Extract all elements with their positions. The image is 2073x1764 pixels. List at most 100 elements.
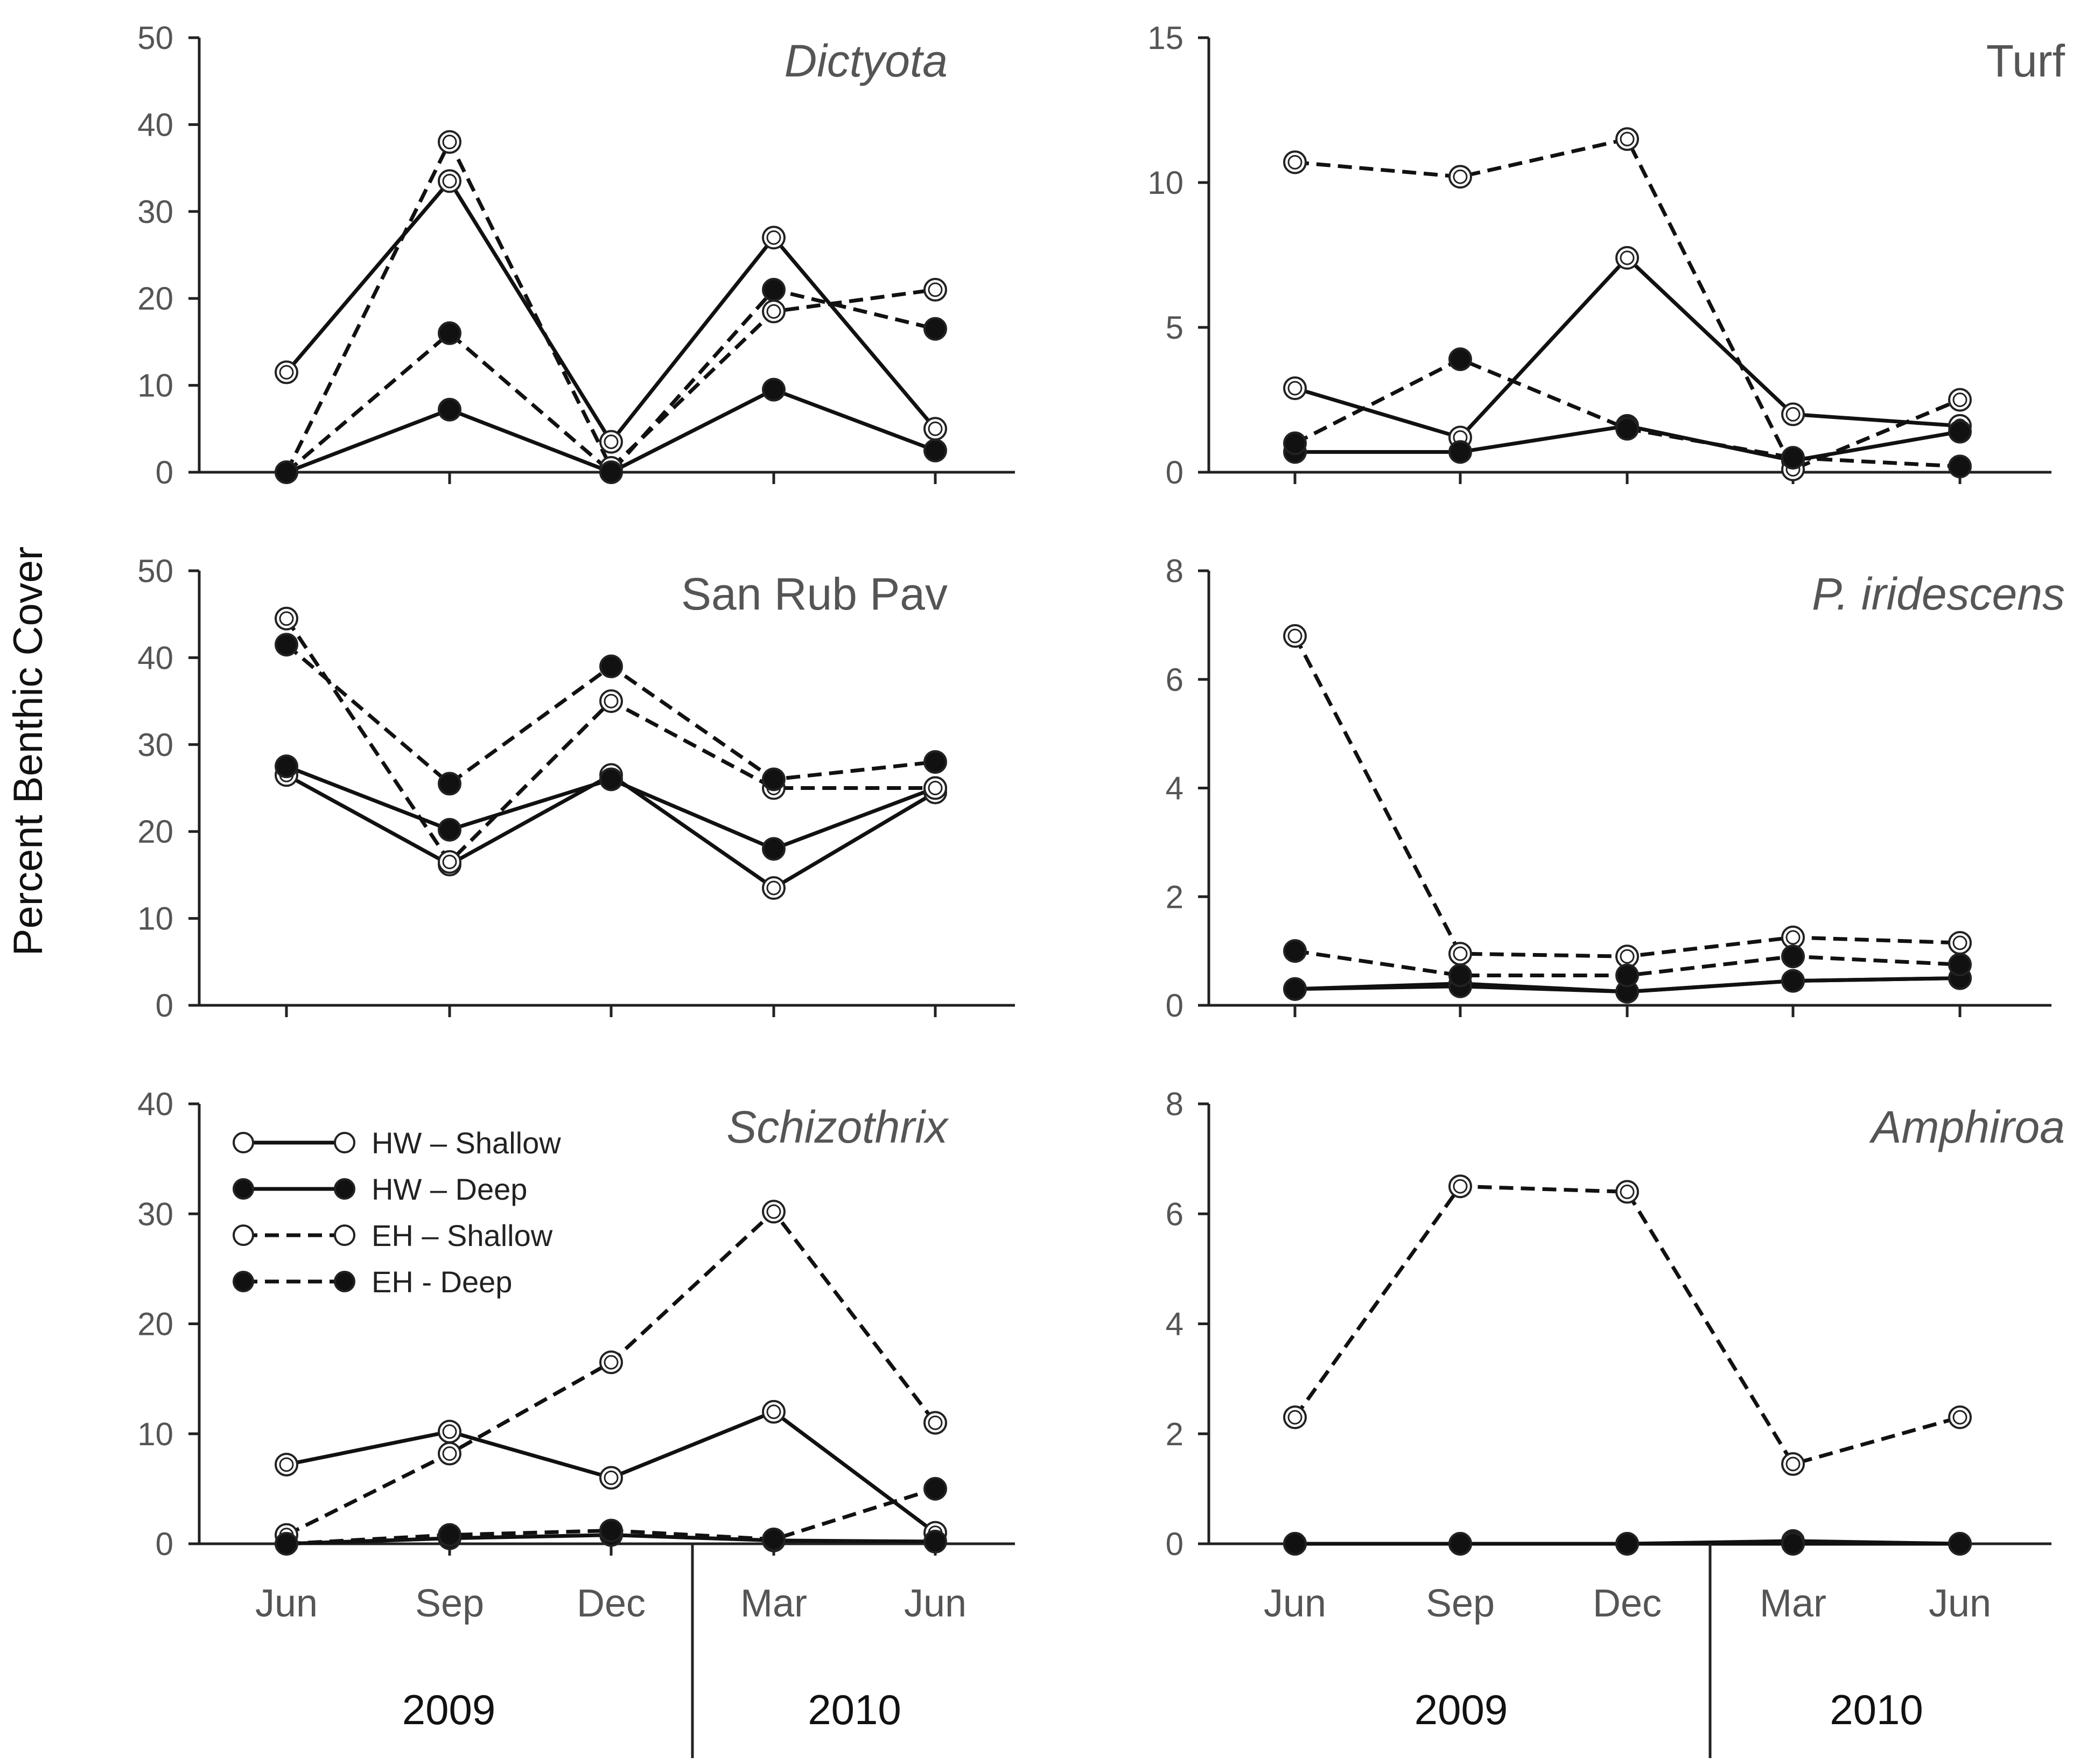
data-point-ring [1952, 935, 1967, 950]
data-point-ring [1287, 628, 1302, 643]
legend: HW – Shallow HW – Deep EH – Shallow EH - De… [233, 1126, 561, 1299]
data-point-eh-deep [1781, 446, 1805, 470]
data-point-ring [1785, 930, 1801, 945]
data-point-eh-shallow [923, 278, 947, 302]
y-tick-label: 6 [1166, 1196, 1183, 1232]
data-point-eh-deep [1615, 963, 1639, 988]
y-tick-label: 50 [137, 553, 173, 589]
data-point-eh-deep [1615, 417, 1639, 441]
panel-title-schizothrix: Schizothrix [726, 1102, 949, 1152]
data-point-hw-deep [1948, 419, 1972, 444]
data-point-ring [442, 1424, 457, 1439]
data-point-eh-deep [438, 1523, 461, 1547]
data-point-hw-deep [1781, 969, 1805, 993]
data-point-hw-shallow [923, 417, 947, 441]
data-point-hw-deep [1448, 440, 1472, 464]
y-tick-label: 50 [137, 20, 173, 56]
data-point-ring [442, 135, 457, 150]
data-point-ring [928, 1415, 943, 1430]
data-point-eh-shallow [438, 130, 461, 154]
data-point-ring [766, 230, 781, 245]
data-point-ring [1453, 169, 1468, 184]
data-point-ring [928, 781, 943, 795]
y-tick-label: 20 [137, 1306, 173, 1342]
panel-title-amphiroa: Amphiroa [1868, 1102, 2065, 1152]
data-point-eh-shallow [438, 850, 461, 874]
month-label: Jun [1264, 1582, 1326, 1625]
y-tick-label: 10 [137, 901, 173, 937]
data-point-ring [442, 1446, 457, 1461]
data-point-ring [1620, 1184, 1635, 1199]
data-point-eh-deep [1448, 1532, 1472, 1556]
data-point-eh-deep [1948, 1532, 1972, 1556]
y-tick-label: 4 [1166, 771, 1183, 807]
panel-amphiroa: 0 2 4 6 8 Amphiroa [1166, 1086, 2065, 1562]
y-tick-label: 30 [137, 194, 173, 230]
y-tick-label: 40 [137, 107, 173, 143]
data-point-ring [766, 304, 781, 319]
data-point-eh-deep [599, 460, 623, 484]
year-label: 2009 [402, 1686, 496, 1733]
data-point-ring [604, 694, 619, 709]
data-point-ring [604, 435, 619, 450]
data-point-eh-deep [1615, 1532, 1639, 1556]
data-point-eh-deep [762, 278, 786, 302]
y-tick-label: 2 [1166, 879, 1183, 915]
panel-title-turf: Turf [1986, 36, 2065, 86]
data-point-eh-shallow [1283, 1405, 1307, 1430]
data-point-eh-shallow [1448, 1174, 1472, 1199]
month-label: Mar [1760, 1582, 1826, 1625]
data-point-hw-shallow [762, 876, 786, 900]
legend-marker [334, 1271, 355, 1292]
y-tick-label: 0 [156, 1526, 173, 1562]
y-tick-label: 20 [137, 281, 173, 317]
legend-marker [334, 1178, 355, 1200]
data-point-eh-shallow [1615, 1180, 1639, 1204]
data-point-hw-deep [923, 438, 947, 463]
y-tick-label: 10 [137, 1416, 173, 1452]
data-point-hw-deep [438, 397, 461, 422]
y-tick-label: 30 [137, 727, 173, 763]
panel-schizothrix: 0 10 20 30 40 Schizothrix [137, 1086, 1015, 1562]
data-point-eh-shallow [1948, 930, 1972, 955]
data-point-eh-deep [1283, 939, 1307, 963]
y-tick-label: 10 [1147, 165, 1183, 201]
y-tick-label: 5 [1166, 310, 1183, 346]
year-label: 2010 [1830, 1686, 1923, 1733]
y-tick-label: 2 [1166, 1416, 1183, 1452]
data-point-ring [766, 1204, 781, 1219]
data-point-ring [1952, 393, 1967, 407]
data-point-hw-shallow [275, 1452, 298, 1476]
data-point-eh-deep [438, 321, 461, 345]
data-point-ring [1785, 1457, 1801, 1472]
y-axis-label: Percent Benthic Cover [5, 547, 51, 956]
data-point-eh-shallow [599, 689, 623, 713]
data-point-hw-shallow [438, 169, 461, 193]
data-point-eh-deep [923, 317, 947, 341]
data-point-hw-shallow [1283, 376, 1307, 400]
y-tick-label: 4 [1166, 1306, 1183, 1342]
data-point-eh-shallow [1448, 942, 1472, 966]
data-point-eh-shallow [762, 299, 786, 324]
data-point-eh-shallow [923, 1411, 947, 1435]
legend-marker [334, 1224, 355, 1246]
x-axis-labels-col-2: Jun Sep Dec Mar Jun 2009 2010 [1264, 1544, 1991, 1758]
y-tick-label: 30 [137, 1196, 173, 1232]
data-point-eh-deep [1448, 963, 1472, 988]
data-point-hw-deep [762, 837, 786, 861]
data-point-ring [279, 1457, 294, 1472]
y-tick-label: 20 [137, 814, 173, 850]
legend-label: HW – Deep [372, 1172, 527, 1206]
data-point-eh-shallow [1448, 165, 1472, 189]
data-point-eh-deep [762, 767, 786, 792]
y-tick-label: 0 [1166, 454, 1183, 491]
y-tick-label: 0 [1166, 1526, 1183, 1562]
data-point-ring [1952, 1410, 1967, 1425]
month-label: Dec [1593, 1582, 1662, 1625]
panel-title-dictyota: Dictyota [785, 36, 948, 86]
data-point-ring [1287, 155, 1302, 170]
series-line-eh-shallow [284, 137, 936, 473]
data-point-hw-shallow [1615, 246, 1639, 270]
data-point-eh-deep [599, 1518, 623, 1543]
legend-item-eh-shallow: EH – Shallow [233, 1219, 553, 1252]
